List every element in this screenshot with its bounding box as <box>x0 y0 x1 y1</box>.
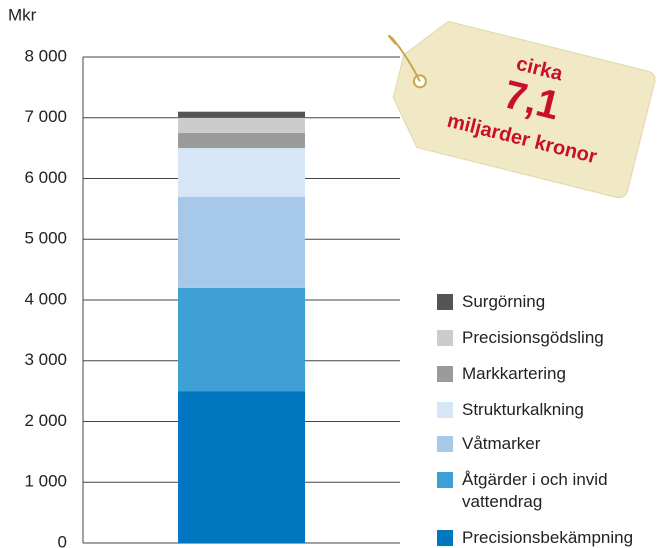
legend-label: Strukturkalkning <box>462 400 584 419</box>
legend-label: Markkartering <box>462 364 566 383</box>
legend-item: Surgörning <box>437 291 669 313</box>
legend-item: Våtmarker <box>437 433 669 455</box>
legend-item: Strukturkalkning <box>437 399 669 421</box>
bar-segment <box>178 117 305 133</box>
legend-label: Surgörning <box>462 292 546 311</box>
legend-item: Precisionsbekämpning <box>437 527 669 548</box>
bar-segment <box>178 132 305 149</box>
bar-segment <box>178 148 305 197</box>
y-tick-label: 5 000 <box>24 229 67 248</box>
legend-label: Åtgärder i och invid vattendrag <box>462 470 608 511</box>
y-tick-label: 8 000 <box>24 46 67 65</box>
legend-swatch <box>437 472 453 488</box>
bar-segment <box>178 196 305 288</box>
y-tick-label: 7 000 <box>24 107 67 126</box>
legend-swatch <box>437 530 453 546</box>
legend-item: Precisionsgödsling <box>437 327 669 349</box>
bar-segment <box>178 287 305 392</box>
legend-swatch <box>437 436 453 452</box>
legend-swatch <box>437 330 453 346</box>
y-tick-label: 4 000 <box>24 289 67 308</box>
y-tick-label: 1 000 <box>24 472 67 491</box>
legend-swatch <box>437 366 453 382</box>
legend-swatch <box>437 294 453 310</box>
y-tick-label: 2 000 <box>24 411 67 430</box>
y-tick-label: 6 000 <box>24 168 67 187</box>
legend-label: Precisionsgödsling <box>462 328 604 347</box>
y-tick-label: 3 000 <box>24 350 67 369</box>
legend-label: Våtmarker <box>462 434 541 453</box>
y-axis-label: Mkr <box>8 5 37 24</box>
legend-label: Precisionsbekämpning <box>462 528 634 547</box>
legend-swatch <box>437 402 453 418</box>
price-tag: cirka 7,1 miljarder kronor <box>388 20 656 199</box>
tag-string <box>388 34 421 82</box>
legend-item: Markkartering <box>437 363 669 385</box>
legend-item: Åtgärder i och invid vattendrag <box>437 469 669 513</box>
tag-shape <box>392 20 656 199</box>
y-tick-label: 0 <box>58 532 67 548</box>
bar-segment <box>178 111 305 118</box>
bar-segment <box>178 391 305 543</box>
